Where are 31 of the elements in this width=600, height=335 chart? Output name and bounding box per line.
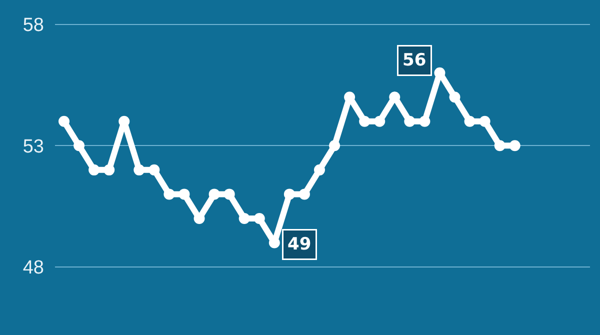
point (164, 188, 175, 200)
point (464, 116, 476, 127)
point (104, 164, 115, 176)
point (389, 92, 400, 103)
point (88, 164, 100, 176)
point (284, 188, 295, 200)
point (254, 212, 265, 224)
y-tick-label: 58 (22, 14, 44, 36)
point (449, 92, 460, 103)
point (314, 164, 325, 176)
y-tick-label: 48 (22, 258, 44, 279)
point (494, 140, 506, 152)
point (404, 116, 416, 127)
point (178, 188, 190, 200)
point (208, 188, 220, 200)
data-label: 49 (288, 234, 312, 254)
point (329, 140, 340, 152)
point (479, 116, 490, 127)
point (148, 164, 160, 176)
point (134, 164, 145, 176)
point (298, 188, 310, 200)
point (238, 212, 250, 224)
point (58, 116, 70, 127)
point (509, 140, 520, 152)
data-label: 56 (402, 50, 426, 70)
point (74, 140, 85, 152)
point (224, 188, 235, 200)
y-tick-label: 53 (22, 136, 44, 158)
point (359, 116, 370, 127)
point (419, 116, 430, 127)
point (374, 116, 386, 127)
